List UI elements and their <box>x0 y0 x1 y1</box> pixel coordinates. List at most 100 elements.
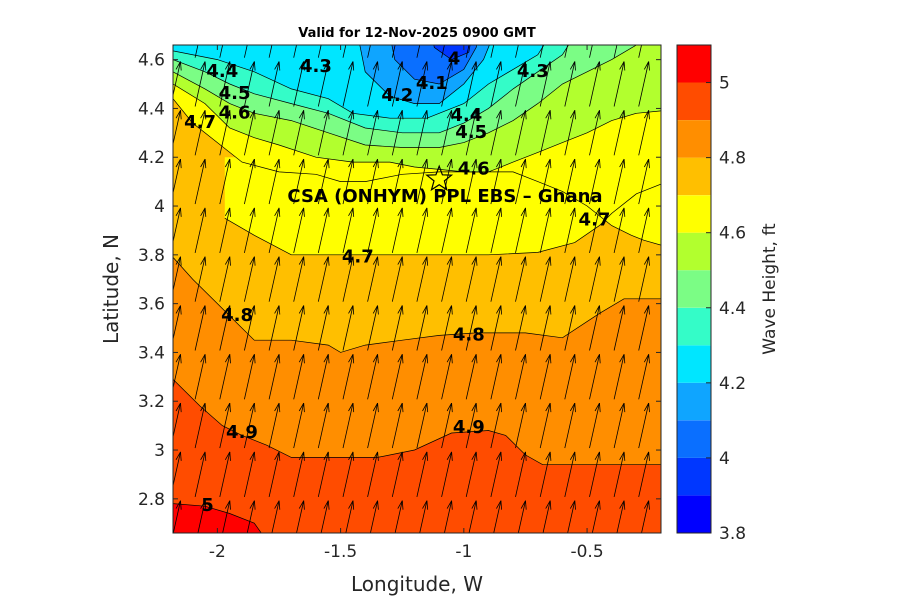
wave-arrow <box>342 305 355 351</box>
colorbar-swatch <box>677 270 711 308</box>
contour-label: 4.1 <box>416 73 448 94</box>
wave-arrow <box>490 61 502 107</box>
wave-arrow <box>342 354 355 400</box>
wave-arrow <box>244 45 248 58</box>
wave-arrow <box>296 500 305 533</box>
contour-label: 4.6 <box>458 158 490 179</box>
wave-arrow <box>441 256 453 302</box>
wave-arrow <box>391 402 404 449</box>
colorbar: 3.8 4 4.2 4.4 4.6 4.8 5 <box>676 44 746 544</box>
wave-arrow <box>219 207 231 253</box>
wave-arrow <box>613 402 626 449</box>
colorbar-swatch <box>677 382 711 421</box>
wave-arrow <box>465 61 478 107</box>
wave-arrow <box>567 500 576 533</box>
wave-arrow <box>293 45 297 58</box>
x-tick-label: -0.5 <box>570 542 603 562</box>
wave-arrow <box>490 402 502 449</box>
wave-arrow <box>539 207 552 253</box>
colorbar-tick-label: 4 <box>719 449 730 469</box>
wave-arrow <box>465 354 478 400</box>
wave-arrow <box>173 158 182 195</box>
wave-arrow <box>317 256 330 302</box>
wave-arrow <box>317 207 330 253</box>
wave-arrow <box>268 402 281 449</box>
wave-arrow <box>564 354 576 400</box>
wave-arrow <box>173 110 182 146</box>
wave-arrow <box>317 45 322 58</box>
wave-arrow <box>490 207 502 253</box>
wave-arrow <box>613 110 626 156</box>
wave-arrow <box>663 13 674 58</box>
wave-arrow <box>317 305 330 351</box>
wave-arrow <box>268 110 281 156</box>
wave-arrow <box>317 402 330 449</box>
contour-label: 4.3 <box>300 56 332 77</box>
y-tick-label: 3.6 <box>138 295 165 315</box>
wave-arrow <box>268 256 281 302</box>
wave-arrow <box>638 207 650 253</box>
wave-arrow <box>367 110 379 156</box>
wave-arrow <box>219 110 231 156</box>
wave-arrow <box>589 61 601 107</box>
wave-arrow <box>367 354 379 400</box>
wave-arrow <box>219 256 231 302</box>
wave-arrow <box>244 61 256 107</box>
wave-arrow <box>367 207 379 253</box>
y-tick-label: 4 <box>154 197 165 217</box>
y-tick-label: 4.4 <box>138 99 165 119</box>
wave-arrow <box>441 451 453 497</box>
wave-arrow <box>219 354 231 400</box>
band-5.0-5.1 <box>173 503 262 533</box>
contour-line <box>224 183 661 256</box>
wave-arrow <box>564 256 576 302</box>
site-marker: CSA (ONHYM) PPL EBS – Ghana <box>287 164 603 207</box>
wave-arrow <box>589 207 601 253</box>
wave-arrow <box>244 256 256 302</box>
site-label: CSA (ONHYM) PPL EBS – Ghana <box>287 186 602 207</box>
wave-arrow <box>194 305 207 351</box>
wave-arrow <box>268 354 281 400</box>
wave-arrow <box>490 110 502 156</box>
wave-arrow <box>613 45 618 58</box>
y-tick-label: 3 <box>154 441 165 461</box>
wave-arrow <box>638 61 650 107</box>
wave-arrow <box>173 402 182 439</box>
wave-arrow <box>173 500 182 533</box>
contour-line <box>173 503 262 533</box>
wave-arrow <box>367 451 379 497</box>
colorbar-swatch <box>677 157 711 196</box>
wave-arrow <box>345 500 355 533</box>
wave-arrow <box>465 451 478 497</box>
wave-arrow <box>342 451 355 497</box>
contour-labels: 4.4 4.34.54.64.74.24.144.34.44.54.64.74.7… <box>184 49 610 517</box>
wave-arrow <box>416 61 429 107</box>
wave-arrow <box>391 451 404 497</box>
contour-label: 4.8 <box>453 324 485 345</box>
wave-arrow <box>539 45 544 58</box>
wave-arrow <box>441 402 453 449</box>
wave-arrow <box>465 207 478 253</box>
wave-arrow <box>515 256 527 302</box>
wave-arrow <box>638 305 650 351</box>
contour-line <box>173 98 661 246</box>
wave-arrow <box>441 207 453 253</box>
wave-arrow <box>441 45 445 58</box>
wave-arrow <box>515 354 527 400</box>
wave-arrow <box>638 110 650 156</box>
wave-arrow <box>293 451 305 497</box>
wave-arrow <box>416 207 429 253</box>
wave-arrow <box>613 158 626 205</box>
y-axis-ticks: 2.8 3 3.2 3.4 3.6 3.8 4 4.2 4.4 4.6 <box>138 51 661 510</box>
wave-arrow <box>465 402 478 449</box>
colorbar-label: Wave Height, ft <box>760 223 780 355</box>
wave-arrow <box>268 207 281 253</box>
wave-arrow <box>244 354 256 400</box>
wave-arrow <box>663 208 674 253</box>
wave-arrow <box>465 110 478 156</box>
wave-arrow <box>293 305 305 351</box>
colorbar-tick-label: 4.6 <box>719 224 746 244</box>
colorbar-swatch <box>677 495 711 533</box>
wave-arrow <box>320 500 330 533</box>
wave-arrow <box>663 403 674 448</box>
